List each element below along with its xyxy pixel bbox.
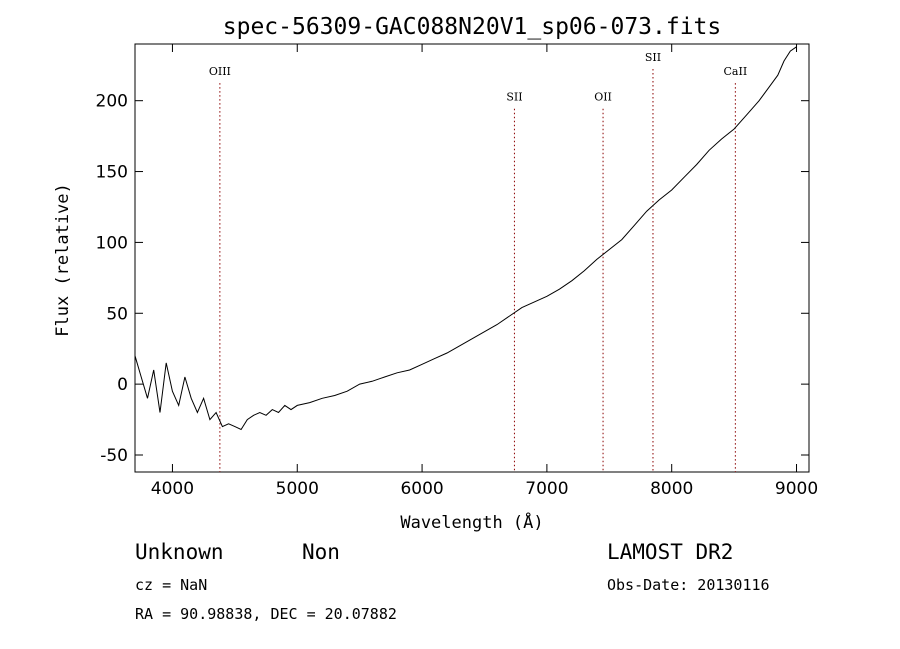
survey-name: LAMOST DR2 — [607, 540, 733, 564]
spectral-line-label: OIII — [209, 65, 231, 78]
spectral-line-label: SII — [645, 51, 661, 64]
y-tick-label: 150 — [96, 163, 128, 183]
x-tick-label: 6000 — [400, 479, 443, 499]
y-tick-label: 200 — [96, 92, 128, 112]
spectral-line-label: SII — [506, 91, 522, 104]
object-subclass: Non — [302, 540, 340, 564]
y-tick-label: 100 — [96, 233, 128, 253]
x-tick-label: 9000 — [775, 479, 818, 499]
coordinates-readout: RA = 90.98838, DEC = 20.07882 — [135, 605, 397, 623]
plot-frame — [134, 43, 810, 473]
y-axis-title: Flux (relative) — [53, 183, 73, 337]
spectrum-series — [134, 46, 797, 431]
spectral-line-label: CaII — [724, 65, 748, 78]
x-tick-label: 5000 — [276, 479, 319, 499]
x-tick-label: 4000 — [151, 479, 194, 499]
x-tick-label: 7000 — [525, 479, 568, 499]
y-tick-label: 0 — [117, 375, 128, 395]
y-axis-ticks: -50 0 50 100 150 200 — [96, 92, 809, 466]
chart-title: spec-56309-GAC088N20V1_sp06-073.fits — [223, 14, 722, 40]
obs-date-readout: Obs-Date: 20130116 — [607, 576, 770, 594]
spectral-line-markers: OIII SII OII SII CaII — [209, 51, 747, 472]
x-axis-title: Wavelength (Å) — [400, 511, 543, 533]
y-tick-label: 50 — [106, 304, 128, 324]
x-axis-ticks: 4000 5000 6000 7000 8000 9000 — [151, 44, 818, 499]
object-class: Unknown — [135, 540, 224, 564]
spectrum-line — [134, 46, 797, 431]
spectral-line-label: OII — [594, 91, 612, 104]
x-tick-label: 8000 — [650, 479, 693, 499]
y-tick-label: -50 — [100, 446, 128, 466]
redshift-readout: cz = NaN — [135, 576, 207, 594]
